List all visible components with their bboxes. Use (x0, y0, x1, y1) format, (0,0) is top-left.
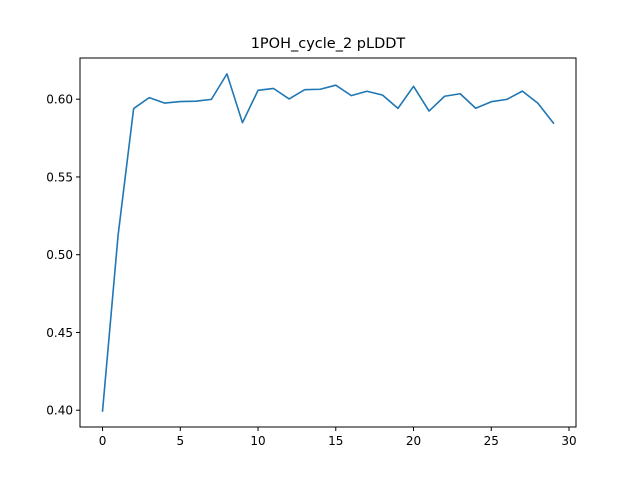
y-axis: 0.40 0.45 0.50 0.55 0.60 (46, 93, 80, 418)
x-tick-label: 20 (406, 434, 421, 448)
x-tick-label: 30 (561, 434, 576, 448)
chart-title: 1POH_cycle_2 pLDDT (251, 36, 406, 52)
x-tick-label: 15 (328, 434, 343, 448)
y-tick-label: 0.45 (46, 326, 73, 340)
plot-area (101, 73, 555, 412)
axes-frame (79, 57, 577, 428)
x-tick-label: 5 (176, 434, 184, 448)
x-tick-label: 0 (99, 434, 107, 448)
x-tick-label: 25 (484, 434, 499, 448)
series-line (101, 73, 555, 412)
y-tick-label: 0.55 (46, 170, 73, 184)
x-axis: 0 5 10 15 20 25 30 (99, 427, 577, 448)
y-tick-label: 0.40 (46, 404, 73, 418)
x-tick-label: 10 (250, 434, 265, 448)
y-tick-label: 0.50 (46, 248, 73, 262)
y-tick-label: 0.60 (46, 93, 73, 107)
